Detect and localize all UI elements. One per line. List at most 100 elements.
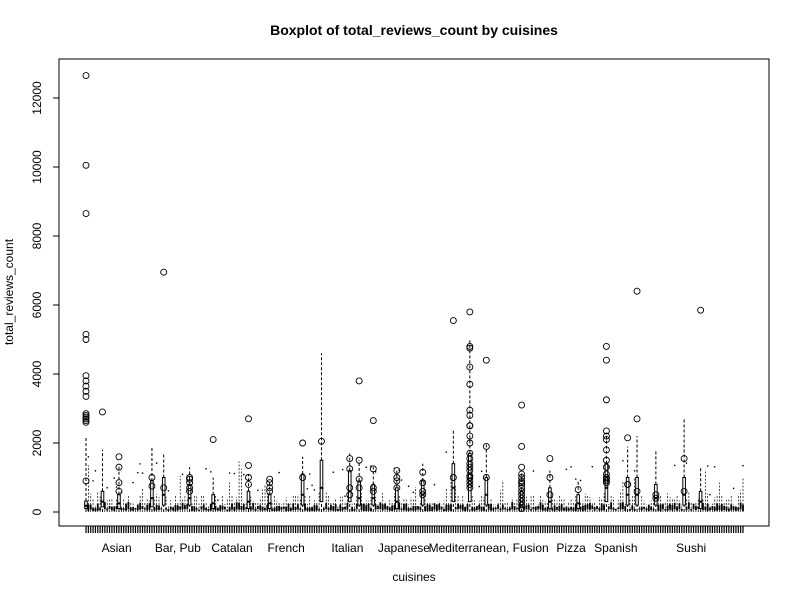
outlier-point [518,479,526,487]
box-body [508,507,511,511]
outlier-point [466,474,474,481]
box-body [673,502,676,510]
box-body [103,502,106,510]
box-body [638,508,641,510]
outlier-point [155,462,158,464]
outlier-point [518,501,526,509]
box-body [435,504,438,511]
box-body [544,508,547,511]
outlier-point [466,406,474,414]
outlier-point [466,449,474,457]
box-body [319,459,324,503]
box-body [405,503,408,511]
box-body [195,508,198,510]
outlier-point [685,462,688,464]
box-body [209,503,212,511]
box-body [235,502,238,510]
outlier-point [602,475,610,483]
chart-title: Boxplot of total_reviews_count by cuisin… [270,22,558,38]
box-body [214,505,217,511]
outlier-point [115,479,123,487]
outlier-point [673,464,676,467]
outlier-point [602,356,610,364]
box-body [347,470,352,503]
outlier-point [92,480,94,482]
box-body [308,507,311,512]
box-body [184,505,186,510]
outlier-point [311,484,313,487]
x-axis: Asian Bar, Pub Catalan French Italian Japanes… [85,526,744,555]
x-axis-label: cuisines [392,570,435,584]
box-body [513,506,516,511]
box-body [92,507,94,511]
box-body [424,506,426,512]
outlier-point [480,470,483,472]
box-body [134,508,137,510]
box-body [704,506,707,510]
outlier-point [466,439,474,447]
plot-frame [58,58,770,527]
box-body [723,505,726,510]
outlier-point [445,451,448,453]
box-body [596,506,598,510]
outlier-point [82,336,90,343]
box-body [501,504,504,510]
box-body [304,503,306,511]
box-body [174,505,177,512]
box-body [367,503,370,511]
box-body [558,505,561,511]
outlier-point [346,484,354,492]
box-body [610,502,613,510]
box-body [136,504,139,511]
y-axis-label: total_reviews_count [2,238,16,345]
box-body [711,505,714,510]
box-body [129,507,132,511]
outlier-point [466,467,474,475]
outlier-point [518,477,526,485]
box-body [410,508,412,511]
box-body [226,509,229,512]
boxes-layer [82,72,744,512]
box-body [473,507,476,511]
box-body [273,507,276,512]
box-body [322,507,325,511]
box-body [725,506,728,511]
outlier-point [209,436,217,443]
outlier-point [466,411,474,419]
outlier-point [115,486,118,488]
box-body [381,504,384,511]
box-body [478,504,481,510]
box-body [466,504,469,511]
outlier-point [82,330,90,338]
box-body [267,494,272,510]
box-body [313,505,316,512]
box-body [527,504,530,510]
box-body [150,480,154,508]
box-body [341,506,344,511]
outlier-point [633,469,636,472]
box-body [371,483,376,506]
outlier-point [369,417,377,425]
box-body [629,508,631,511]
box-body [94,508,97,512]
box-body [165,507,167,510]
box-body [451,463,456,503]
box-body [231,503,233,510]
box-body [344,506,346,510]
outlier-point [602,427,610,435]
outlier-point [419,487,427,495]
outlier-point [482,356,490,364]
outlier-point [433,483,436,486]
outlier-point [355,484,363,492]
box-body [563,507,565,511]
box-body [259,505,262,511]
box-body [339,504,342,511]
box-body [351,506,353,512]
outlier-point [245,415,252,423]
box-body [739,502,742,510]
box-body [737,507,740,511]
box-body [676,506,678,511]
box-body [633,508,636,511]
outlier-point [652,494,660,502]
